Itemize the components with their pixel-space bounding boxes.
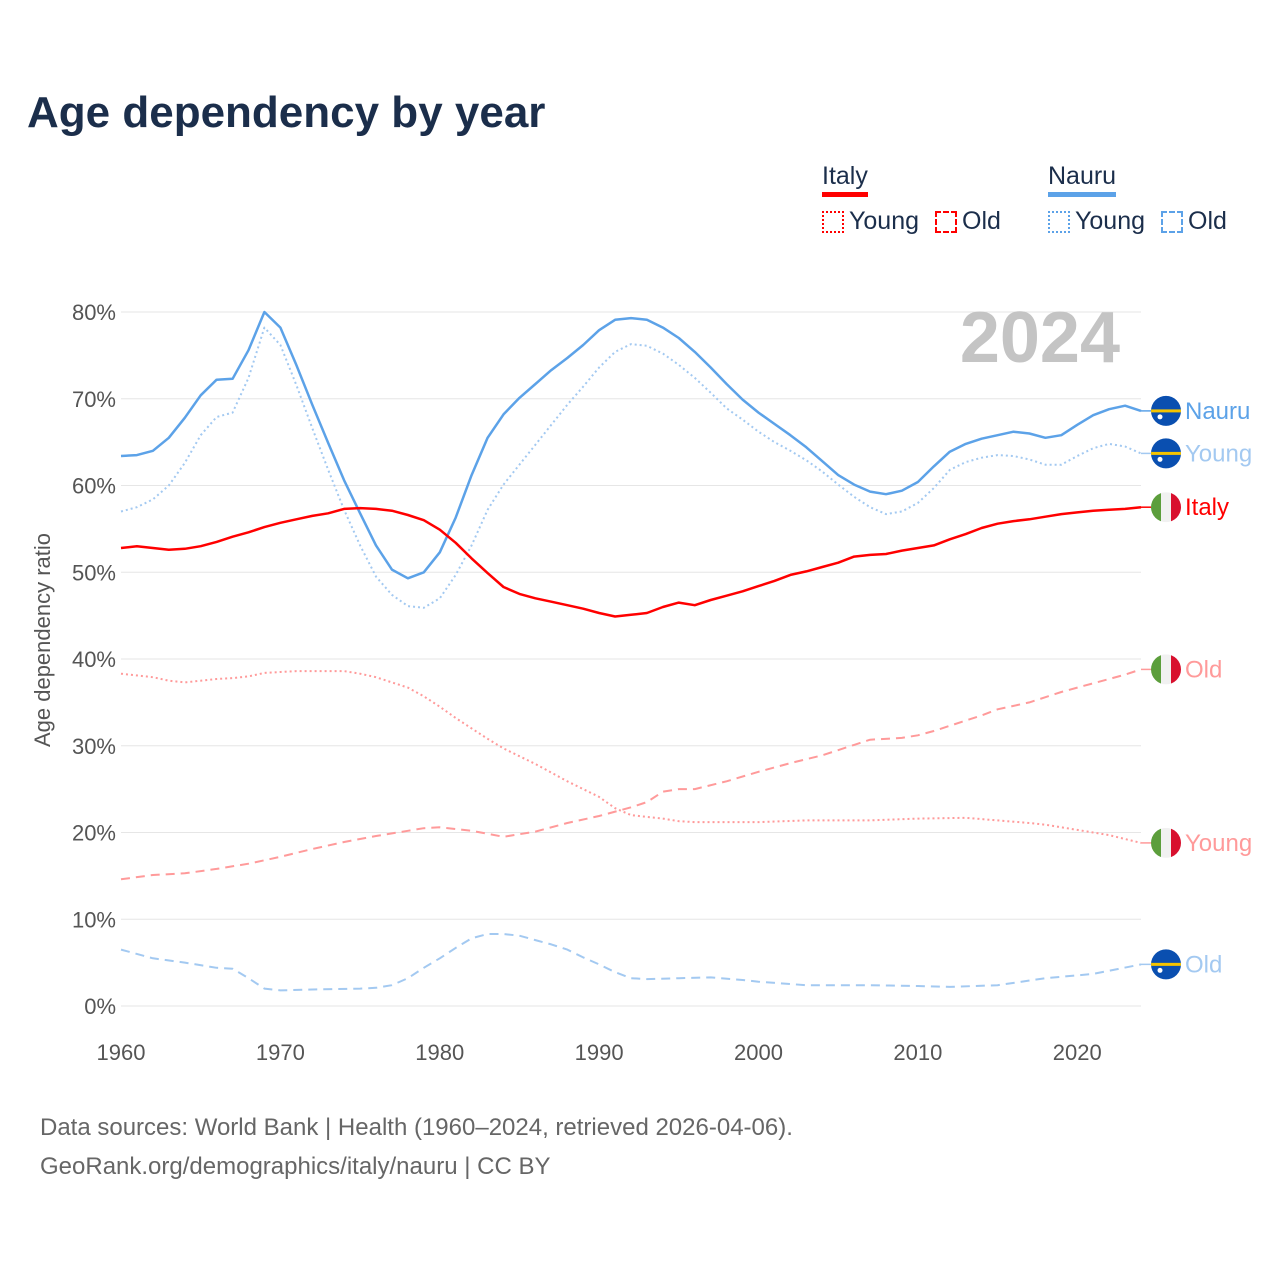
nauru-flag-icon: [1151, 395, 1181, 426]
flag-star: [1157, 967, 1163, 973]
end-label: Italy: [1185, 494, 1229, 521]
y-tick-label: 60%: [72, 474, 116, 499]
legend-italy-young[interactable]: Young: [822, 207, 919, 236]
flag-stripe: [1151, 409, 1181, 413]
legend-nauru[interactable]: Nauru Young Old: [1048, 162, 1227, 236]
dashed-swatch-icon: [1161, 210, 1183, 233]
legend-nauru-label: Nauru: [1048, 162, 1117, 197]
dotted-swatch-icon: [1048, 210, 1070, 233]
flag-stripe: [1151, 827, 1161, 858]
end-label: Nauru: [1185, 398, 1250, 425]
nauru-flag-icon: [1151, 438, 1181, 469]
flag-star: [1157, 414, 1163, 420]
flag-stripe: [1151, 451, 1181, 455]
end-label: Young: [1185, 830, 1252, 857]
flag-stripe: [1151, 962, 1181, 966]
series-line-italy: [120, 505, 1142, 618]
legend-italy-label: Italy: [822, 162, 868, 197]
x-tick-label: 1960: [97, 1040, 146, 1065]
x-tick-label: 1970: [256, 1040, 305, 1065]
legend-label: Old: [962, 207, 1001, 235]
nauru-flag-icon: [1151, 949, 1181, 980]
flag-stripe: [1161, 827, 1171, 858]
flag-stripe: [1171, 654, 1181, 685]
y-tick-label: 50%: [72, 560, 116, 585]
flag-stripe: [1151, 654, 1161, 685]
flag-stripe: [1151, 492, 1161, 523]
flag-stripe: [1171, 827, 1181, 858]
legend-label: Young: [1075, 207, 1145, 235]
legend-nauru-old[interactable]: Old: [1161, 207, 1227, 236]
y-tick-label: 20%: [72, 821, 116, 846]
italy-flag-icon: [1151, 492, 1181, 523]
legend-italy[interactable]: Italy Young Old: [822, 162, 1001, 236]
italy-flag-icon: [1151, 827, 1181, 858]
dashed-swatch-icon: [935, 210, 957, 233]
source-line-1: Data sources: World Bank | Health (1960–…: [40, 1114, 793, 1141]
source-note: Data sources: World Bank | Health (1960–…: [40, 1108, 793, 1186]
flag-star: [1157, 456, 1163, 462]
legend-nauru-young[interactable]: Young: [1048, 207, 1145, 236]
year-badge: 2024: [960, 298, 1120, 378]
y-tick-label: 30%: [72, 734, 116, 759]
series-line-nauru: [120, 310, 1142, 580]
y-tick-label: 10%: [72, 907, 116, 932]
flag-stripe: [1161, 492, 1171, 523]
end-label: Old: [1185, 656, 1222, 683]
italy-flag-icon: [1151, 654, 1181, 685]
x-tick-label: 2000: [734, 1040, 783, 1065]
legend-label: Young: [849, 207, 919, 235]
x-tick-label: 1980: [415, 1040, 464, 1065]
dotted-swatch-icon: [822, 210, 844, 233]
y-tick-label: 40%: [72, 647, 116, 672]
source-line-2[interactable]: GeoRank.org/demographics/italy/nauru | C…: [40, 1153, 551, 1180]
series-line-nauru-old: [120, 933, 1142, 992]
series-line-italy-old: [120, 668, 1142, 881]
end-label: Old: [1185, 951, 1222, 978]
series-line-nauru-young: [120, 326, 1142, 609]
y-tick-label: 70%: [72, 387, 116, 412]
series-line-italy-young: [120, 670, 1142, 844]
legend-italy-old[interactable]: Old: [935, 207, 1001, 236]
chart-title: Age dependency by year: [27, 88, 546, 137]
x-tick-label: 2010: [893, 1040, 942, 1065]
legend-label: Old: [1188, 207, 1227, 235]
end-label: Young: [1185, 440, 1252, 467]
y-tick-label: 80%: [72, 300, 116, 325]
y-tick-label: 0%: [84, 994, 116, 1019]
y-axis-label: Age dependency ratio: [30, 533, 55, 747]
flag-stripe: [1171, 492, 1181, 523]
x-tick-label: 1990: [575, 1040, 624, 1065]
flag-stripe: [1161, 654, 1171, 685]
x-tick-label: 2020: [1053, 1040, 1102, 1065]
